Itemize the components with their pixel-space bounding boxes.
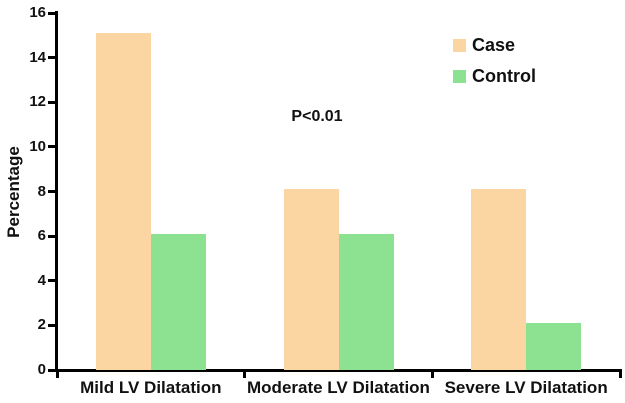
y-tick-mark-0: [48, 368, 56, 372]
legend-item-control: Control: [453, 67, 536, 85]
bar-control-severe-lv-dilatation: [526, 323, 582, 370]
y-tick-mark-2: [48, 323, 56, 327]
y-tick-mark-16: [48, 11, 56, 15]
p-value-annotation: P<0.01: [291, 108, 343, 125]
x-tick-mark-3: [618, 369, 622, 378]
legend-label-control: Control: [472, 66, 536, 86]
x-axis-line: [55, 369, 622, 372]
x-tick-mark-1: [243, 369, 247, 378]
y-tick-label-16: 16: [29, 4, 46, 21]
legend-item-case: Case: [453, 36, 536, 54]
y-tick-mark-4: [48, 279, 56, 283]
bar-control-mild-lv-dilatation: [150, 233, 206, 370]
y-tick-label-8: 8: [37, 182, 46, 200]
bar-case-mild-lv-dilatation: [95, 33, 151, 370]
y-tick-label-10: 10: [29, 137, 46, 155]
y-tick-mark-6: [48, 234, 56, 238]
y-tick-mark-10: [48, 145, 56, 149]
y-tick-label-4: 4: [37, 271, 46, 289]
x-category-label-mild-lv-dilatation: Mild LV Dilatation: [80, 378, 222, 397]
y-axis-line: [55, 11, 58, 372]
legend: Case Control: [453, 36, 536, 85]
x-category-label-severe-lv-dilatation: Severe LV Dilatation: [444, 378, 608, 397]
y-tick-label-14: 14: [29, 48, 46, 66]
x-category-label-moderate-lv-dilatation: Moderate LV Dilatation: [247, 378, 430, 397]
y-tick-label-6: 6: [37, 227, 46, 245]
y-tick-label-2: 2: [37, 316, 46, 334]
y-tick-label-12: 12: [29, 93, 46, 111]
bar-control-moderate-lv-dilatation: [338, 233, 394, 370]
control-color-swatch: [453, 69, 466, 83]
x-tick-mark-0: [55, 369, 59, 378]
y-tick-mark-12: [48, 100, 56, 104]
y-tick-mark-14: [48, 56, 56, 60]
y-tick-mark-8: [48, 190, 56, 193]
bar-case-moderate-lv-dilatation: [283, 189, 339, 370]
legend-label-case: Case: [472, 35, 516, 55]
y-tick-label-0: 0: [37, 361, 46, 378]
case-color-swatch: [453, 38, 466, 52]
bar-case-severe-lv-dilatation: [471, 189, 527, 370]
x-tick-mark-2: [430, 369, 434, 378]
